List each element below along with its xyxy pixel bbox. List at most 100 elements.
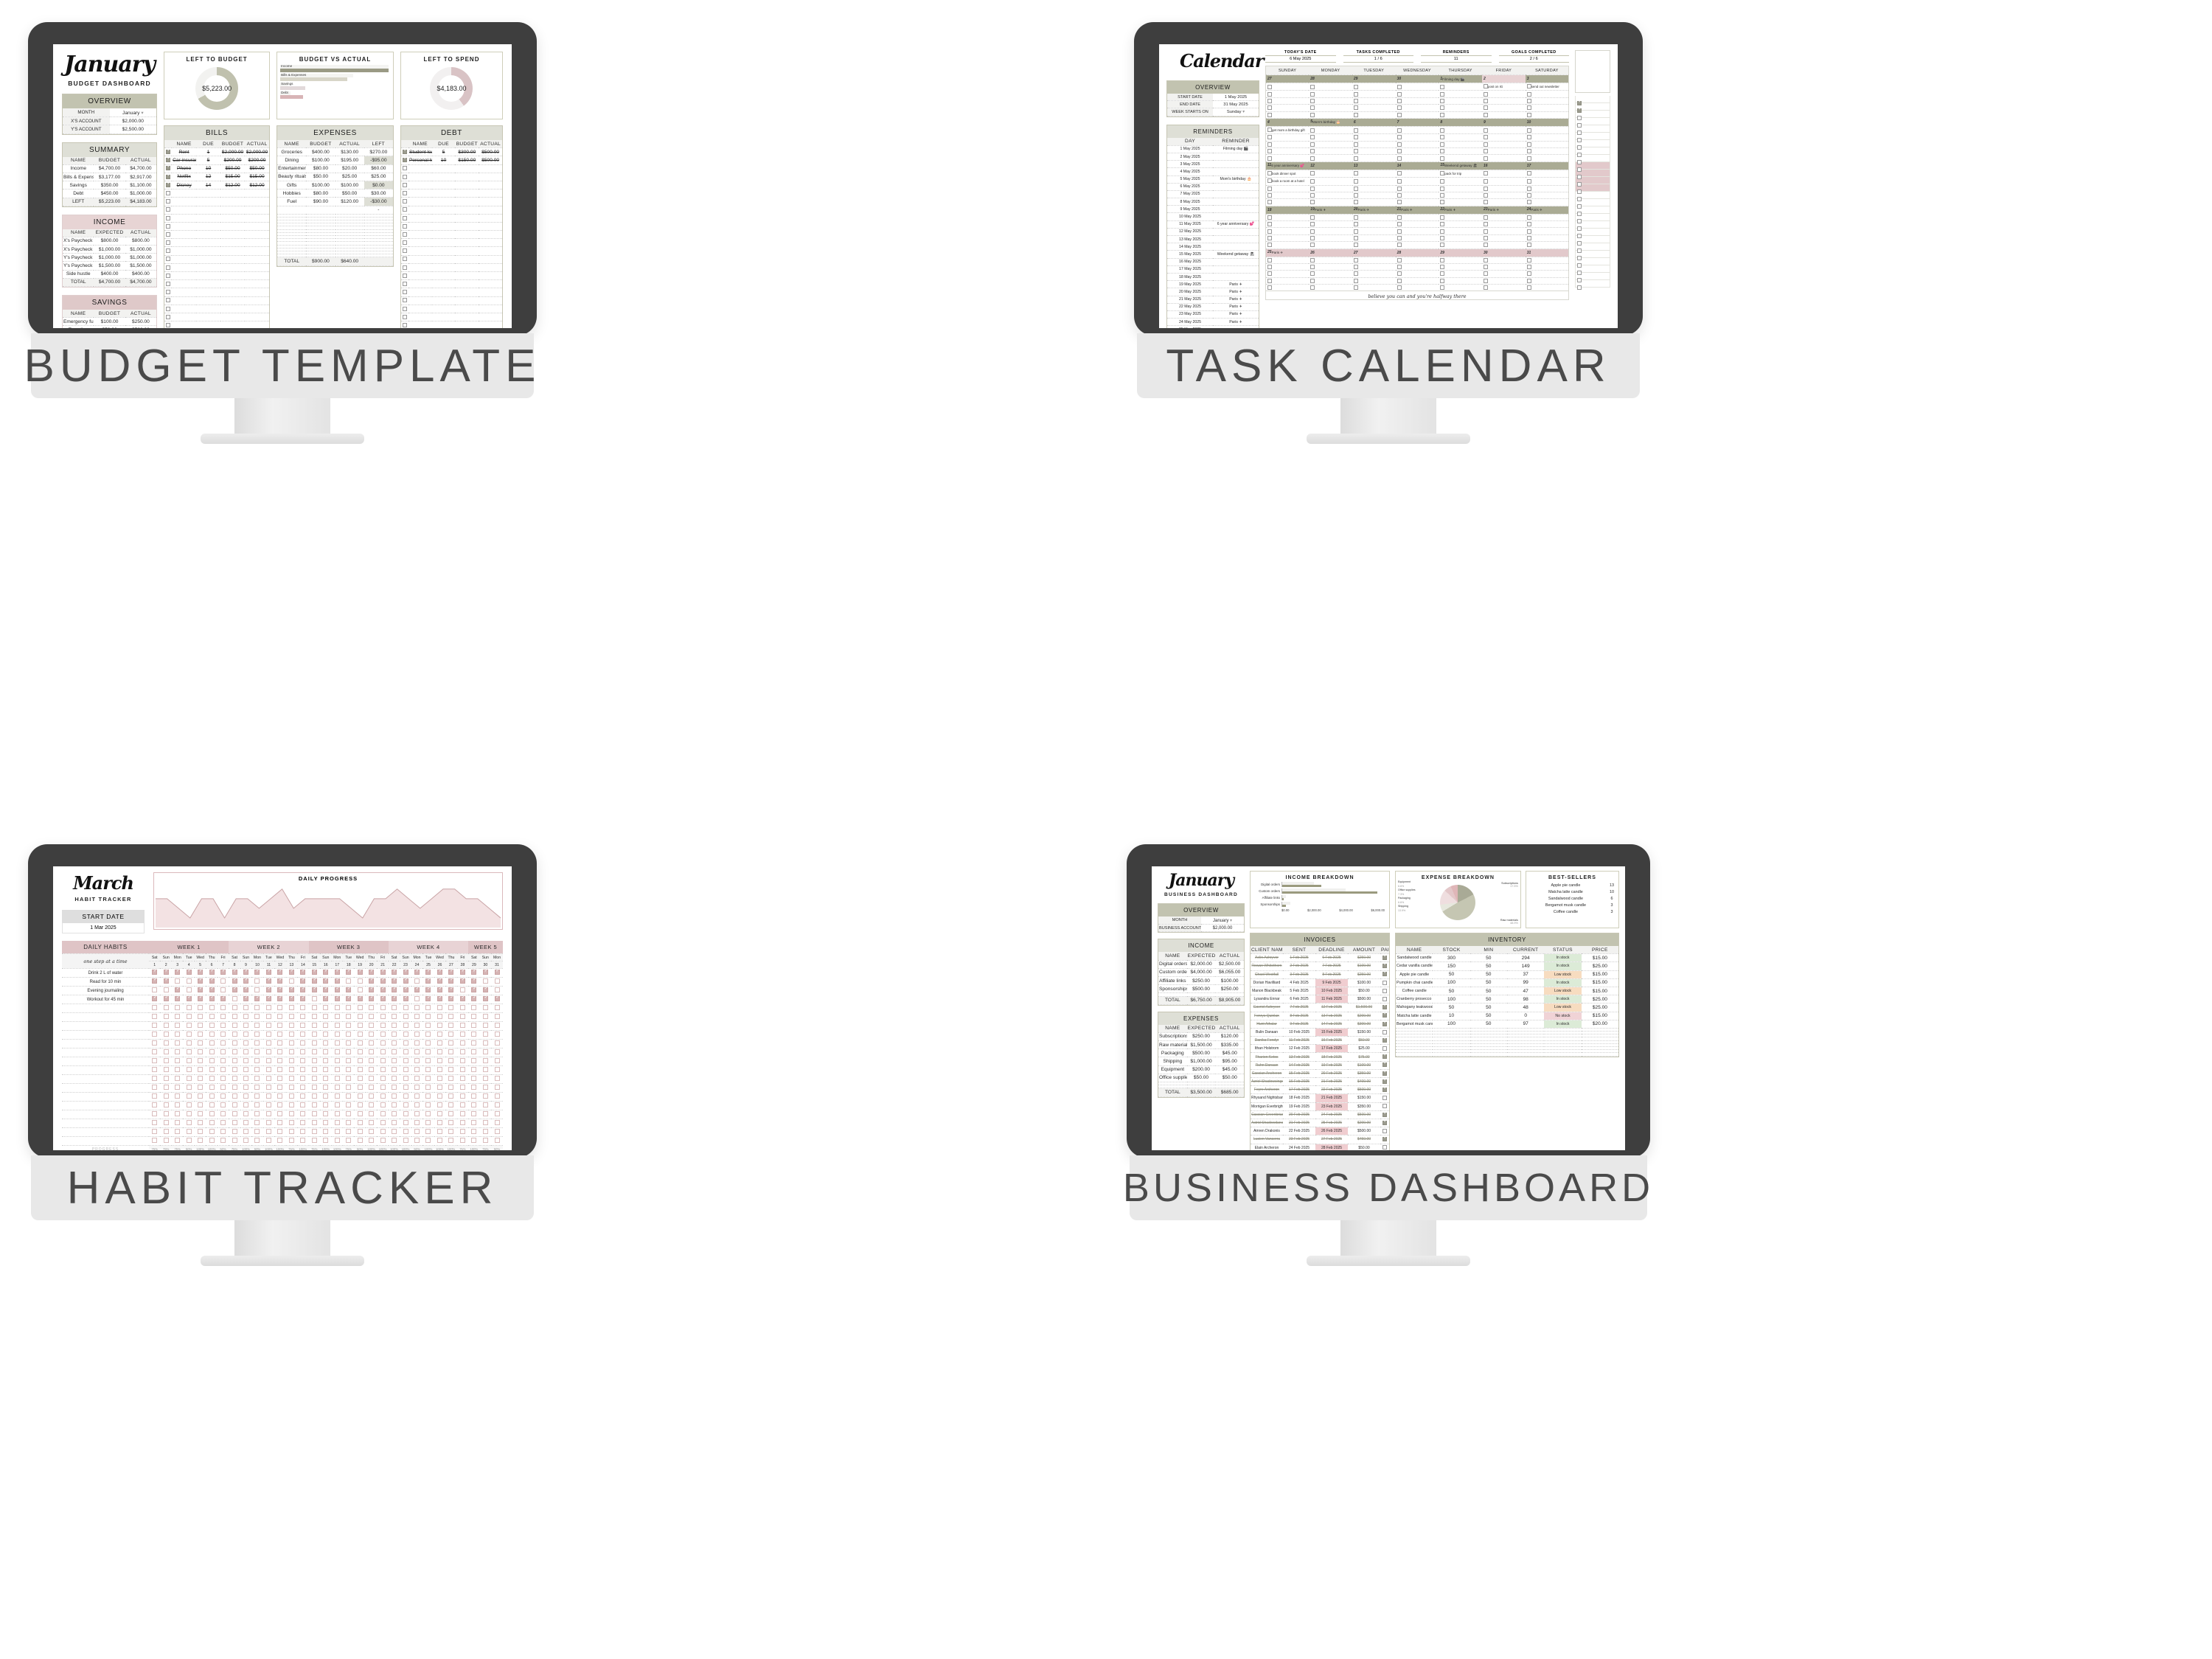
habit-check-cell[interactable] (171, 1136, 184, 1147)
habit-check-cell[interactable] (377, 1083, 389, 1093)
habit-check-cell[interactable] (194, 1057, 206, 1067)
habit-check-cell[interactable] (229, 986, 240, 996)
habit-check-cell[interactable] (160, 1101, 172, 1111)
habit-checkbox[interactable] (494, 995, 501, 1002)
habit-check-cell[interactable] (320, 1048, 332, 1058)
task-checkbox[interactable] (1397, 84, 1402, 89)
habit-check-cell[interactable] (206, 1101, 218, 1111)
habit-checkbox[interactable] (163, 1093, 169, 1099)
habit-check-cell[interactable] (240, 1136, 252, 1147)
habit-check-cell[interactable] (262, 1021, 275, 1032)
habit-check-cell[interactable] (274, 995, 286, 1005)
task-checkbox[interactable] (1526, 98, 1531, 103)
habit-checkbox[interactable] (300, 1093, 306, 1099)
habit-checkbox[interactable] (437, 1129, 442, 1135)
habit-checkbox[interactable] (425, 987, 431, 993)
task-checkbox[interactable] (1397, 278, 1402, 283)
task-checkbox[interactable] (1397, 128, 1402, 133)
habit-checkbox[interactable] (471, 1111, 477, 1117)
habit-check-cell[interactable] (342, 986, 355, 996)
habit-checkbox[interactable] (163, 995, 170, 1002)
goal-row[interactable] (1575, 140, 1610, 150)
habit-check-cell[interactable] (491, 977, 503, 987)
habit-check-cell[interactable] (354, 995, 366, 1005)
habit-check-cell[interactable] (365, 1057, 378, 1067)
habit-check-cell[interactable] (388, 1074, 400, 1085)
habit-check-cell[interactable] (342, 1110, 355, 1120)
habit-checkbox[interactable] (277, 987, 283, 993)
habit-check-cell[interactable] (411, 1039, 423, 1049)
habit-check-cell[interactable] (217, 1136, 229, 1147)
habit-checkbox[interactable] (392, 1085, 397, 1091)
habit-checkbox[interactable] (323, 1085, 329, 1091)
habit-check-cell[interactable] (445, 1101, 457, 1111)
habit-checkbox[interactable] (414, 1023, 420, 1029)
habit-check-cell[interactable] (251, 1012, 263, 1023)
habit-checkbox[interactable] (311, 1102, 317, 1108)
habit-check-cell[interactable] (149, 1127, 161, 1138)
habit-checkbox[interactable] (152, 1058, 158, 1064)
habit-checkbox[interactable] (152, 1129, 158, 1135)
task-checkbox[interactable] (1484, 229, 1489, 234)
habit-check-cell[interactable] (320, 968, 332, 978)
habit-checkbox[interactable] (380, 1049, 386, 1055)
habit-checkbox[interactable] (277, 1032, 283, 1037)
habit-checkbox[interactable] (357, 1058, 363, 1064)
task-checkbox[interactable] (1526, 271, 1531, 276)
habit-checkbox[interactable] (254, 969, 260, 975)
habit-check-cell[interactable] (217, 1127, 229, 1138)
habit-checkbox[interactable] (471, 1102, 477, 1108)
habit-checkbox[interactable] (437, 1058, 442, 1064)
habit-check-cell[interactable] (445, 995, 457, 1005)
habit-check-cell[interactable] (320, 986, 332, 996)
goal-checkbox[interactable] (1577, 196, 1582, 201)
habit-checkbox[interactable] (232, 1067, 237, 1073)
habit-check-cell[interactable] (400, 1074, 411, 1085)
habit-checkbox[interactable] (288, 1138, 294, 1144)
habit-check-cell[interactable] (445, 1074, 457, 1085)
habit-check-cell[interactable] (229, 1065, 240, 1076)
habit-check-cell[interactable] (422, 1101, 434, 1111)
habit-check-cell[interactable] (160, 1004, 172, 1014)
task-checkbox[interactable] (1397, 285, 1402, 291)
habit-checkbox[interactable] (323, 1129, 329, 1135)
habit-check-cell[interactable] (411, 1048, 423, 1058)
habit-checkbox[interactable] (334, 969, 341, 975)
habit-check-cell[interactable] (422, 1074, 434, 1085)
habit-checkbox[interactable] (403, 1067, 408, 1073)
habit-check-cell[interactable] (342, 1136, 355, 1147)
task-checkbox[interactable] (1353, 142, 1358, 147)
habit-checkbox[interactable] (277, 1058, 283, 1064)
checkbox-icon[interactable] (166, 207, 171, 212)
habit-check-cell[interactable] (183, 1101, 195, 1111)
habit-check-cell[interactable] (262, 1101, 275, 1111)
habit-checkbox[interactable] (175, 1111, 181, 1117)
habit-check-cell[interactable] (491, 1012, 503, 1023)
goal-row[interactable] (1575, 147, 1610, 157)
task-checkbox[interactable] (1526, 171, 1531, 176)
habit-name[interactable] (62, 1119, 149, 1129)
habit-check-cell[interactable] (183, 1119, 195, 1129)
goal-row[interactable] (1575, 243, 1610, 253)
habit-checkbox[interactable] (471, 1058, 477, 1064)
habit-check-cell[interactable] (445, 1065, 457, 1076)
habit-check-cell[interactable] (149, 1083, 161, 1093)
habit-check-cell[interactable] (149, 1004, 161, 1014)
task-checkbox[interactable] (1484, 84, 1489, 89)
task-checkbox[interactable] (1267, 135, 1272, 140)
habit-checkbox[interactable] (152, 1032, 158, 1037)
habit-checkbox[interactable] (369, 987, 375, 993)
habit-check-cell[interactable] (365, 1110, 378, 1120)
habit-check-cell[interactable] (400, 1039, 411, 1049)
checkbox-icon[interactable] (166, 314, 171, 319)
habit-checkbox[interactable] (392, 1005, 397, 1011)
habit-checkbox[interactable] (448, 1138, 454, 1144)
checkbox-icon[interactable] (402, 257, 407, 262)
goal-checkbox[interactable] (1577, 204, 1582, 209)
habit-check-cell[interactable] (331, 1083, 343, 1093)
habit-check-cell[interactable] (365, 1021, 378, 1032)
habit-checkbox[interactable] (186, 1014, 192, 1020)
habit-checkbox[interactable] (437, 1040, 442, 1046)
habit-check-cell[interactable] (149, 1074, 161, 1085)
task-checkbox[interactable] (1397, 98, 1402, 103)
